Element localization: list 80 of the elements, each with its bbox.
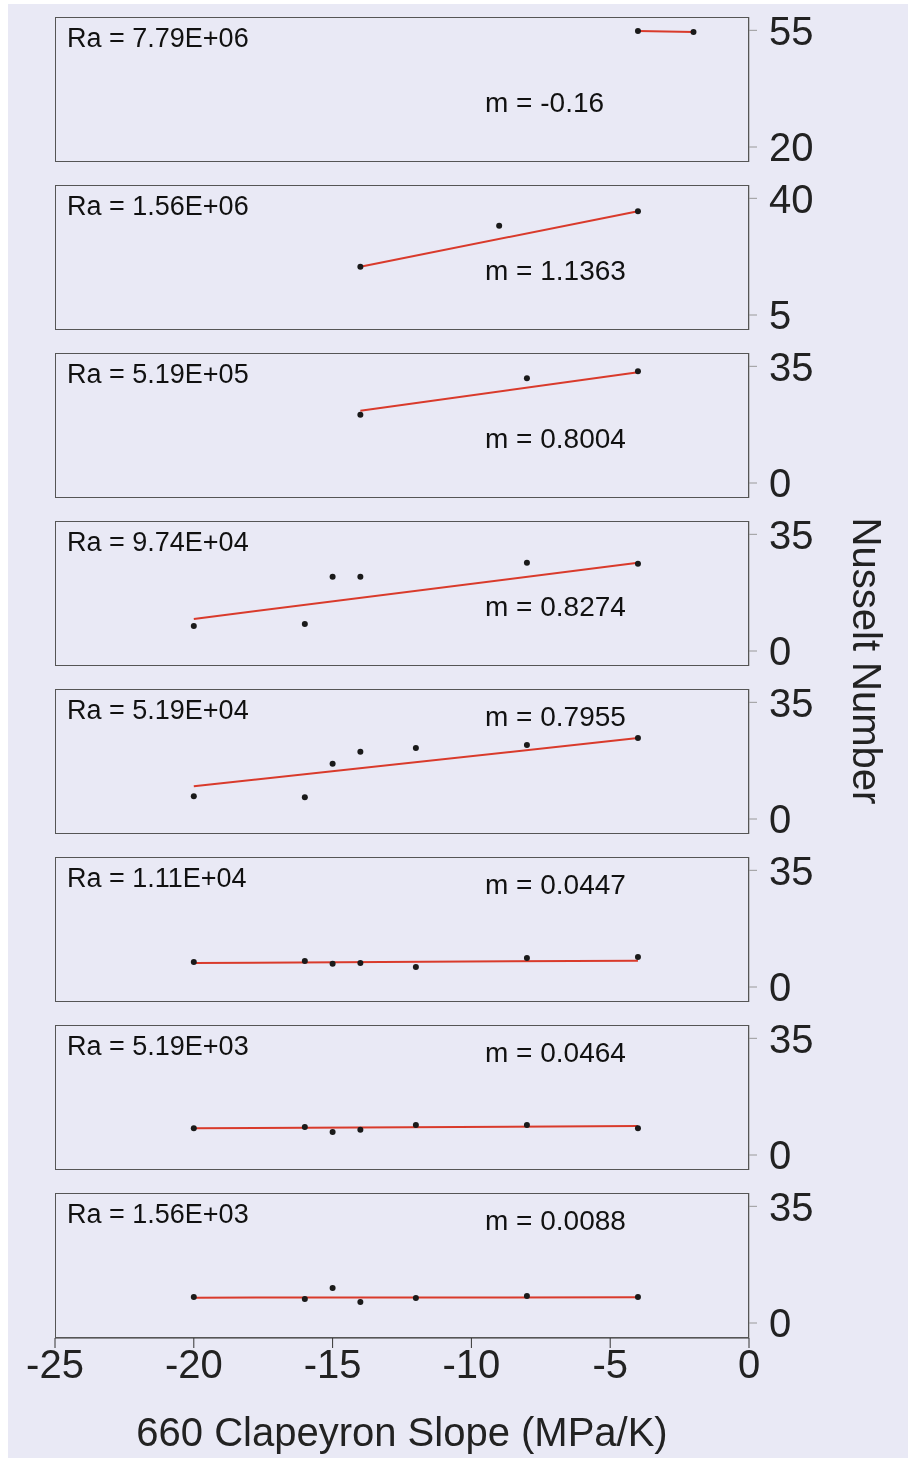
x-tick-label: -5 <box>592 1342 628 1387</box>
annotation: m = 1.1363 <box>485 255 626 287</box>
point <box>634 368 641 375</box>
point <box>634 560 641 567</box>
point <box>301 958 308 964</box>
point <box>634 1294 641 1300</box>
y-tick-label: 55 <box>769 8 814 53</box>
y-tick-label: 0 <box>769 1133 792 1178</box>
point <box>523 955 530 961</box>
x-tick-label: -25 <box>26 1342 84 1387</box>
y-tick-label: 0 <box>769 461 792 506</box>
annotation: Ra = 1.56E+06 <box>67 191 249 222</box>
point <box>190 1294 197 1300</box>
point <box>523 375 530 382</box>
annotation: Ra = 7.79E+06 <box>67 23 249 54</box>
point <box>190 959 197 965</box>
point <box>301 794 308 801</box>
point <box>190 623 197 629</box>
y-tick-label: 0 <box>769 629 792 674</box>
annotation: m = 0.8274 <box>485 591 626 623</box>
y-tick-label: 35 <box>769 1184 814 1229</box>
y-tick-label: 5 <box>769 293 792 338</box>
point <box>357 411 364 418</box>
annotation: Ra = 1.56E+03 <box>67 1199 249 1230</box>
point <box>634 1125 641 1132</box>
point <box>523 1122 530 1128</box>
point <box>301 621 308 627</box>
y-axis-title: Nusselt Number <box>843 517 889 805</box>
point <box>412 745 419 751</box>
y-tick-label: 35 <box>769 1016 814 1061</box>
y-tick-label: 20 <box>769 125 814 170</box>
point <box>329 1285 336 1291</box>
point <box>412 1295 419 1301</box>
y-tick-label: 40 <box>769 176 814 221</box>
x-tick-label: -15 <box>303 1342 362 1387</box>
annotation: m = 0.0088 <box>485 1205 626 1237</box>
point <box>523 559 530 566</box>
point <box>634 735 641 741</box>
annotation: m = 0.7955 <box>485 701 626 733</box>
point <box>496 222 503 229</box>
point <box>412 1122 419 1128</box>
point <box>412 964 419 970</box>
point <box>329 760 336 767</box>
annotation: Ra = 5.19E+05 <box>67 359 249 390</box>
x-tick-label: 0 <box>737 1342 761 1387</box>
annotation: Ra = 1.11E+04 <box>67 863 247 894</box>
point <box>523 742 530 748</box>
point <box>329 573 336 580</box>
point <box>190 793 197 800</box>
y-tick-label: 35 <box>769 344 814 389</box>
y-tick-label: 0 <box>769 965 792 1010</box>
x-tick-label: -20 <box>164 1342 223 1387</box>
point <box>329 1129 336 1135</box>
point <box>357 573 364 580</box>
point <box>329 960 336 967</box>
annotation: m = 0.0464 <box>485 1037 626 1069</box>
point <box>357 1126 364 1133</box>
point <box>357 1299 364 1305</box>
annotation: m = 0.0447 <box>485 869 626 901</box>
point <box>634 954 641 960</box>
point <box>301 1124 308 1130</box>
point <box>357 960 364 966</box>
y-tick-label: 35 <box>769 680 814 725</box>
y-tick-label: 0 <box>769 797 792 842</box>
y-tick-label: 0 <box>769 1301 792 1346</box>
point <box>634 208 641 215</box>
y-tick-label: 35 <box>769 512 814 557</box>
point <box>301 1296 308 1302</box>
annotation: m = 0.8004 <box>485 423 626 455</box>
annotation: Ra = 5.19E+04 <box>67 695 249 726</box>
point <box>523 1293 530 1299</box>
y-tick-label: 35 <box>769 848 814 893</box>
x-axis-title: 660 Clapeyron Slope (MPa/K) <box>136 1410 668 1454</box>
x-tick-label: -10 <box>442 1342 501 1387</box>
point <box>190 1125 197 1132</box>
annotation: Ra = 5.19E+03 <box>67 1031 249 1062</box>
point <box>357 748 364 755</box>
annotation: m = -0.16 <box>485 87 605 119</box>
point <box>357 263 364 270</box>
annotation: Ra = 9.74E+04 <box>67 527 249 558</box>
